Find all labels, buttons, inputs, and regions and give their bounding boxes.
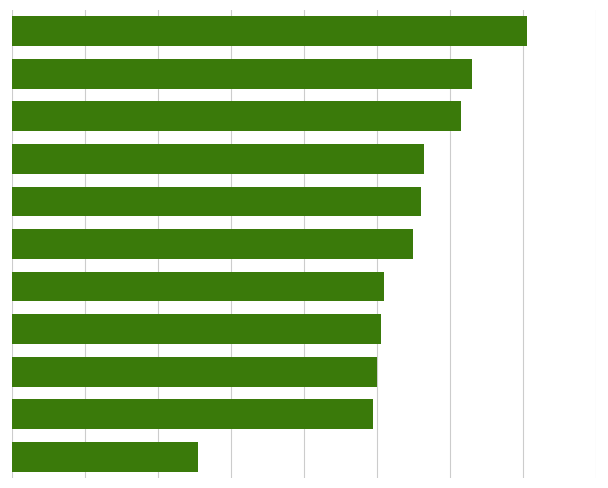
Bar	[12, 400, 373, 429]
Bar	[12, 144, 424, 174]
Bar	[12, 102, 461, 131]
Bar	[12, 16, 527, 46]
Bar	[12, 314, 381, 344]
Bar	[12, 186, 421, 216]
Bar	[12, 272, 384, 302]
Bar	[12, 442, 198, 472]
Bar	[12, 59, 472, 88]
Bar	[12, 229, 413, 259]
Bar	[12, 357, 377, 386]
